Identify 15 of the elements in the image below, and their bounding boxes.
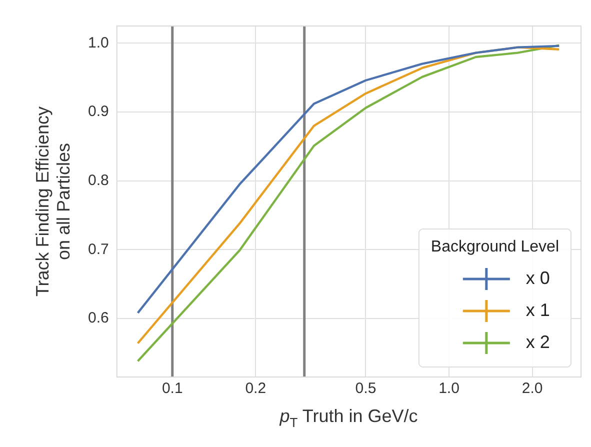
legend-title: Background Level xyxy=(430,238,560,256)
x-tick-label: 0.1 xyxy=(162,380,183,398)
y-tick-label: 0.8 xyxy=(88,172,109,189)
legend-label: x 0 xyxy=(526,268,550,288)
x-tick-label: 0.5 xyxy=(355,380,376,398)
x-tick-label: 1.0 xyxy=(438,380,460,398)
legend-label: x 1 xyxy=(526,300,550,320)
legend-label: x 2 xyxy=(526,332,550,352)
x-tick-label: 0.2 xyxy=(245,380,266,398)
y-axis-title: Track Finding Efficiency on all Particles xyxy=(32,106,74,297)
x-tick-label: 2.0 xyxy=(522,380,543,398)
y-tick-label: 1.0 xyxy=(88,34,109,52)
y-tick-label: 0.9 xyxy=(88,103,109,120)
y-tick-label: 0.6 xyxy=(88,310,109,327)
y-tick-label: 0.7 xyxy=(88,240,109,258)
